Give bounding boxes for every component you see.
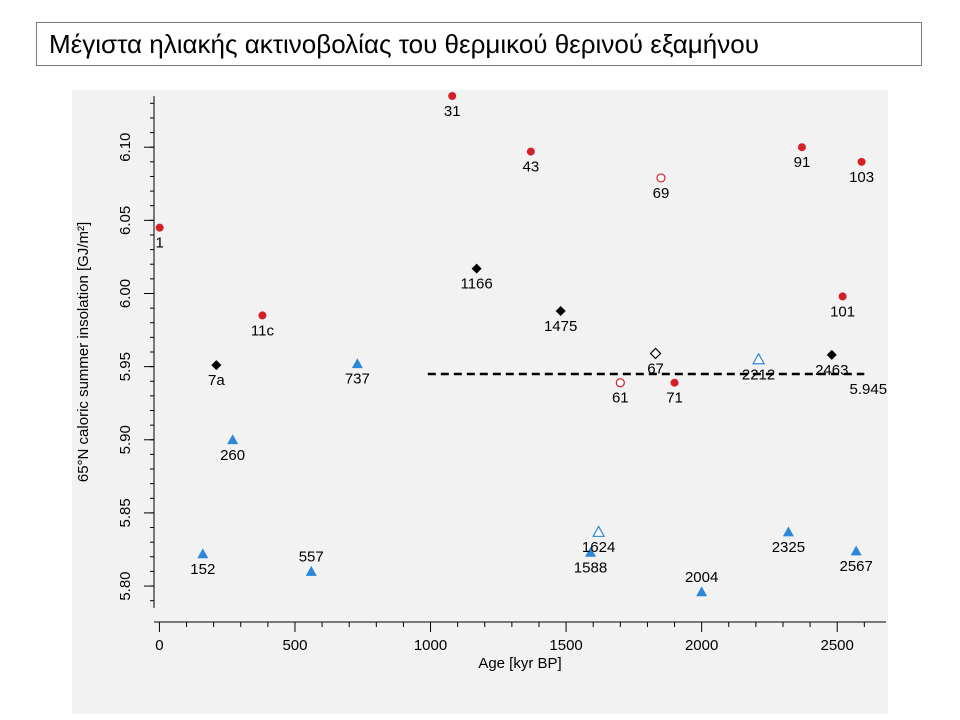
- point-label: 557: [299, 548, 324, 565]
- filled-triangle-marker: [584, 546, 596, 557]
- axes: 5.80 5.85 5.90 5.95 6.00 6.05 6.10 0 500 1000 1500…: [75, 96, 886, 672]
- filled-triangle-marker: [696, 586, 708, 597]
- y-tick-label: 6.10: [117, 133, 134, 162]
- open-diamond-marker: [649, 347, 662, 360]
- point-label: 71: [666, 390, 683, 407]
- point-label: 737: [345, 371, 370, 388]
- x-tick-label: 2000: [685, 637, 718, 654]
- y-tick-label: 5.90: [117, 425, 134, 454]
- filled-triangle-marker: [227, 434, 239, 445]
- point-label: 69: [653, 185, 670, 202]
- filled-diamond-marker: [471, 263, 482, 274]
- point-label: 43: [523, 159, 540, 176]
- page-title: Μέγιστα ηλιακής ακτινοβολίας του θερμικο…: [49, 29, 759, 59]
- filled-circle-marker: [797, 143, 806, 152]
- filled-triangle-marker: [351, 358, 363, 369]
- point-labels: 1 31 11c 43 71 91 103 101 152 557 260 737 1588 2004 23…: [156, 103, 875, 586]
- x-axis-label: Age [kyr BP]: [478, 655, 561, 672]
- open-triangle-marker: [752, 352, 766, 365]
- filled-diamond-marker: [555, 306, 566, 317]
- open-circle-marker: [615, 378, 625, 388]
- point-label: 1475: [544, 318, 577, 335]
- filled-diamond-marker: [211, 360, 222, 371]
- title-box: Μέγιστα ηλιακής ακτινοβολίας του θερμικο…: [36, 22, 922, 66]
- point-label: 7a: [208, 372, 225, 389]
- point-label: 2004: [685, 569, 718, 586]
- x-tick-label: 0: [155, 637, 163, 654]
- point-label: 61: [612, 390, 629, 407]
- point-label: 2567: [839, 558, 872, 575]
- filled-diamond-marker: [826, 349, 837, 360]
- point-label: 152: [190, 561, 215, 578]
- x-tick-label: 2500: [821, 637, 854, 654]
- point-label: 2463: [815, 362, 848, 379]
- point-label: 103: [849, 169, 874, 186]
- open-triangle-marker: [592, 525, 606, 537]
- filled-triangle-marker: [850, 545, 862, 556]
- filled-triangle-marker: [782, 526, 794, 537]
- filled-circle-marker: [670, 378, 679, 387]
- point-label: 91: [794, 154, 811, 171]
- x-tick-label: 500: [282, 637, 307, 654]
- filled-triangle-marker: [305, 565, 317, 576]
- y-tick-label: 6.05: [117, 206, 134, 235]
- point-label: 67: [647, 360, 664, 377]
- filled-circle-marker: [857, 157, 866, 166]
- point-label: 260: [220, 447, 245, 464]
- point-label: 1: [156, 235, 164, 252]
- x-tick-label: 1000: [414, 637, 447, 654]
- y-tick-label: 5.95: [117, 352, 134, 381]
- point-label: 11c: [251, 322, 275, 339]
- chart-area: 5.80 5.85 5.90 5.95 6.00 6.05 6.10 0 500 1000 1500…: [72, 90, 888, 714]
- point-label: 101: [830, 303, 855, 320]
- point-label: 1166: [460, 276, 492, 293]
- filled-circle-marker: [448, 92, 457, 100]
- point-label: 1588: [574, 559, 607, 576]
- filled-triangle-marker: [197, 548, 209, 559]
- open-circle-marker: [656, 173, 666, 183]
- point-label: 1624: [582, 539, 615, 556]
- y-tick-label: 6.00: [117, 279, 134, 308]
- filled-circle-marker: [258, 311, 267, 320]
- y-axis-label: 65°N caloric summer insolation [GJ/m²]: [75, 222, 92, 482]
- threshold-label: 5.945: [850, 381, 888, 398]
- filled-circle-marker: [155, 223, 164, 232]
- x-tick-label: 1500: [549, 637, 582, 654]
- point-label: 2212: [742, 366, 775, 383]
- filled-circle-marker: [526, 147, 535, 156]
- threshold-line: 5.945: [427, 372, 888, 398]
- point-label: 31: [444, 103, 461, 120]
- scatter-chart: 5.80 5.85 5.90 5.95 6.00 6.05 6.10 0 500 1000 1500…: [75, 92, 888, 672]
- point-label: 2325: [772, 539, 805, 556]
- y-tick-label: 5.80: [117, 571, 134, 600]
- data-points: [155, 92, 866, 597]
- y-tick-label: 5.85: [117, 498, 134, 527]
- filled-circle-marker: [838, 292, 847, 301]
